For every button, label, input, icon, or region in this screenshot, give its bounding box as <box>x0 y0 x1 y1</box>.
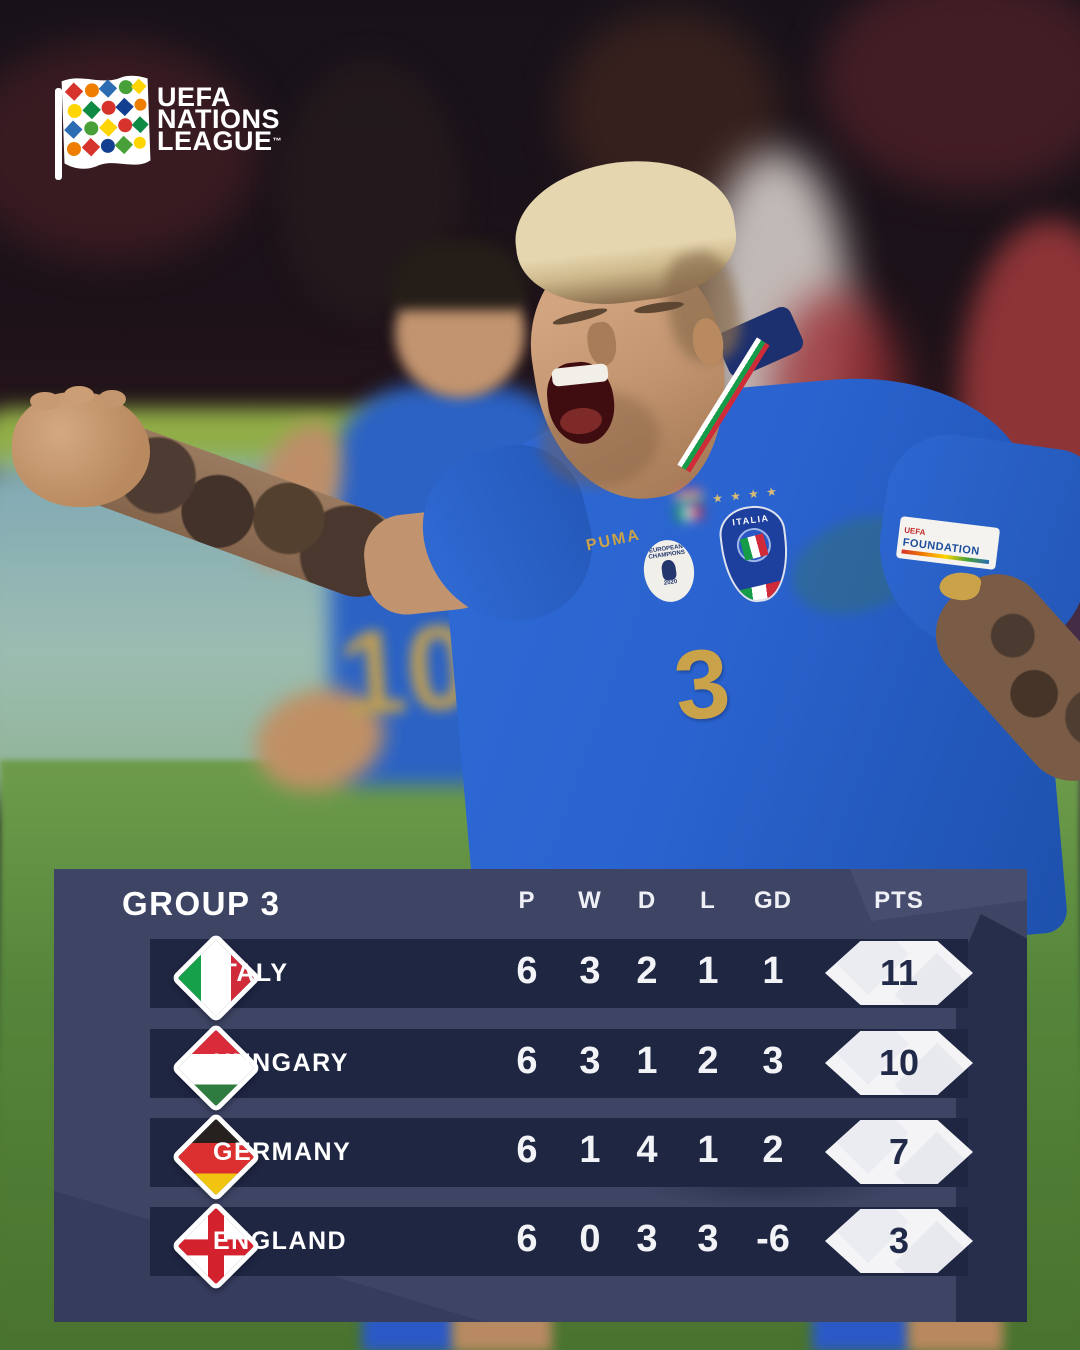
trophy-icon <box>660 559 678 581</box>
logo-line-league: LEAGUE™ <box>157 126 283 156</box>
points-value: 3 <box>888 1220 910 1261</box>
knuckle <box>64 386 94 404</box>
table-row-hungary: HUNGARY 6 3 1 2 3 10 <box>150 1022 973 1114</box>
nations-league-flag-icon <box>55 75 151 180</box>
foundation-badge-uefa: UEFA <box>903 525 926 538</box>
stat-goal-difference: -6 <box>756 1218 790 1260</box>
logo-line-nations: NATIONS <box>157 104 280 134</box>
logo-line-uefa: UEFA <box>157 82 232 112</box>
stat-lost: 3 <box>697 1218 719 1260</box>
stat-goal-difference: 2 <box>762 1129 784 1171</box>
italia-crest-text: ITALIA <box>731 513 770 528</box>
points-badge: 10 <box>825 1031 973 1095</box>
trademark-symbol: ™ <box>272 136 283 146</box>
table-row-italy: ITALY 6 3 2 1 1 11 <box>150 932 973 1024</box>
stat-lost: 1 <box>697 1129 719 1171</box>
standings-panel: GROUP 3 P W D L GD PTS ITALY 6 3 2 1 1 1… <box>54 869 1027 1322</box>
column-header-won: W <box>578 887 602 914</box>
team-name: ITALY <box>213 959 289 987</box>
team-name: ENGLAND <box>213 1227 348 1255</box>
logo-wordmark: UEFA NATIONS LEAGUE™ <box>157 82 283 156</box>
shirt-number: 3 <box>669 626 735 742</box>
stat-drawn: 1 <box>636 1040 658 1082</box>
stat-drawn: 2 <box>636 950 658 992</box>
points-badge: 3 <box>825 1209 973 1273</box>
stat-won: 0 <box>579 1218 601 1260</box>
points-badge: 11 <box>825 941 973 1005</box>
column-header-lost: L <box>700 887 716 914</box>
stat-won: 3 <box>579 950 601 992</box>
stat-lost: 1 <box>697 950 719 992</box>
match-flags-patch <box>675 488 703 506</box>
team-name: GERMANY <box>213 1138 352 1166</box>
points-badge: 7 <box>825 1120 973 1184</box>
points-value: 7 <box>888 1131 910 1172</box>
stat-played: 6 <box>516 1129 538 1171</box>
crowd-blur <box>820 0 1080 190</box>
column-header-goal-difference: GD <box>754 887 792 914</box>
stat-played: 6 <box>516 950 538 992</box>
stat-goal-difference: 1 <box>762 950 784 992</box>
column-header-played: P <box>518 887 536 914</box>
knuckle <box>98 390 126 408</box>
stat-won: 1 <box>579 1129 601 1171</box>
team-name: HUNGARY <box>213 1049 349 1077</box>
background-player-hair <box>388 240 528 310</box>
points-value: 11 <box>879 952 919 993</box>
match-flags-patch <box>675 504 703 522</box>
table-row-england: ENGLAND 6 0 3 3 -6 3 <box>150 1200 973 1292</box>
uefa-nations-league-logo: UEFA NATIONS LEAGUE™ <box>53 70 393 190</box>
stat-lost: 2 <box>697 1040 719 1082</box>
group-title: GROUP 3 <box>122 885 281 922</box>
stat-drawn: 3 <box>636 1218 658 1260</box>
stat-won: 3 <box>579 1040 601 1082</box>
stat-played: 6 <box>516 1040 538 1082</box>
column-header-points: PTS <box>874 887 924 914</box>
stat-played: 6 <box>516 1218 538 1260</box>
column-header-drawn: D <box>637 887 657 914</box>
stat-drawn: 4 <box>636 1129 658 1171</box>
stat-goal-difference: 3 <box>762 1040 784 1082</box>
points-value: 10 <box>878 1042 920 1083</box>
table-row-germany: GERMANY 6 1 4 1 2 7 <box>150 1111 973 1203</box>
fist <box>12 392 150 507</box>
knuckle <box>30 392 60 410</box>
